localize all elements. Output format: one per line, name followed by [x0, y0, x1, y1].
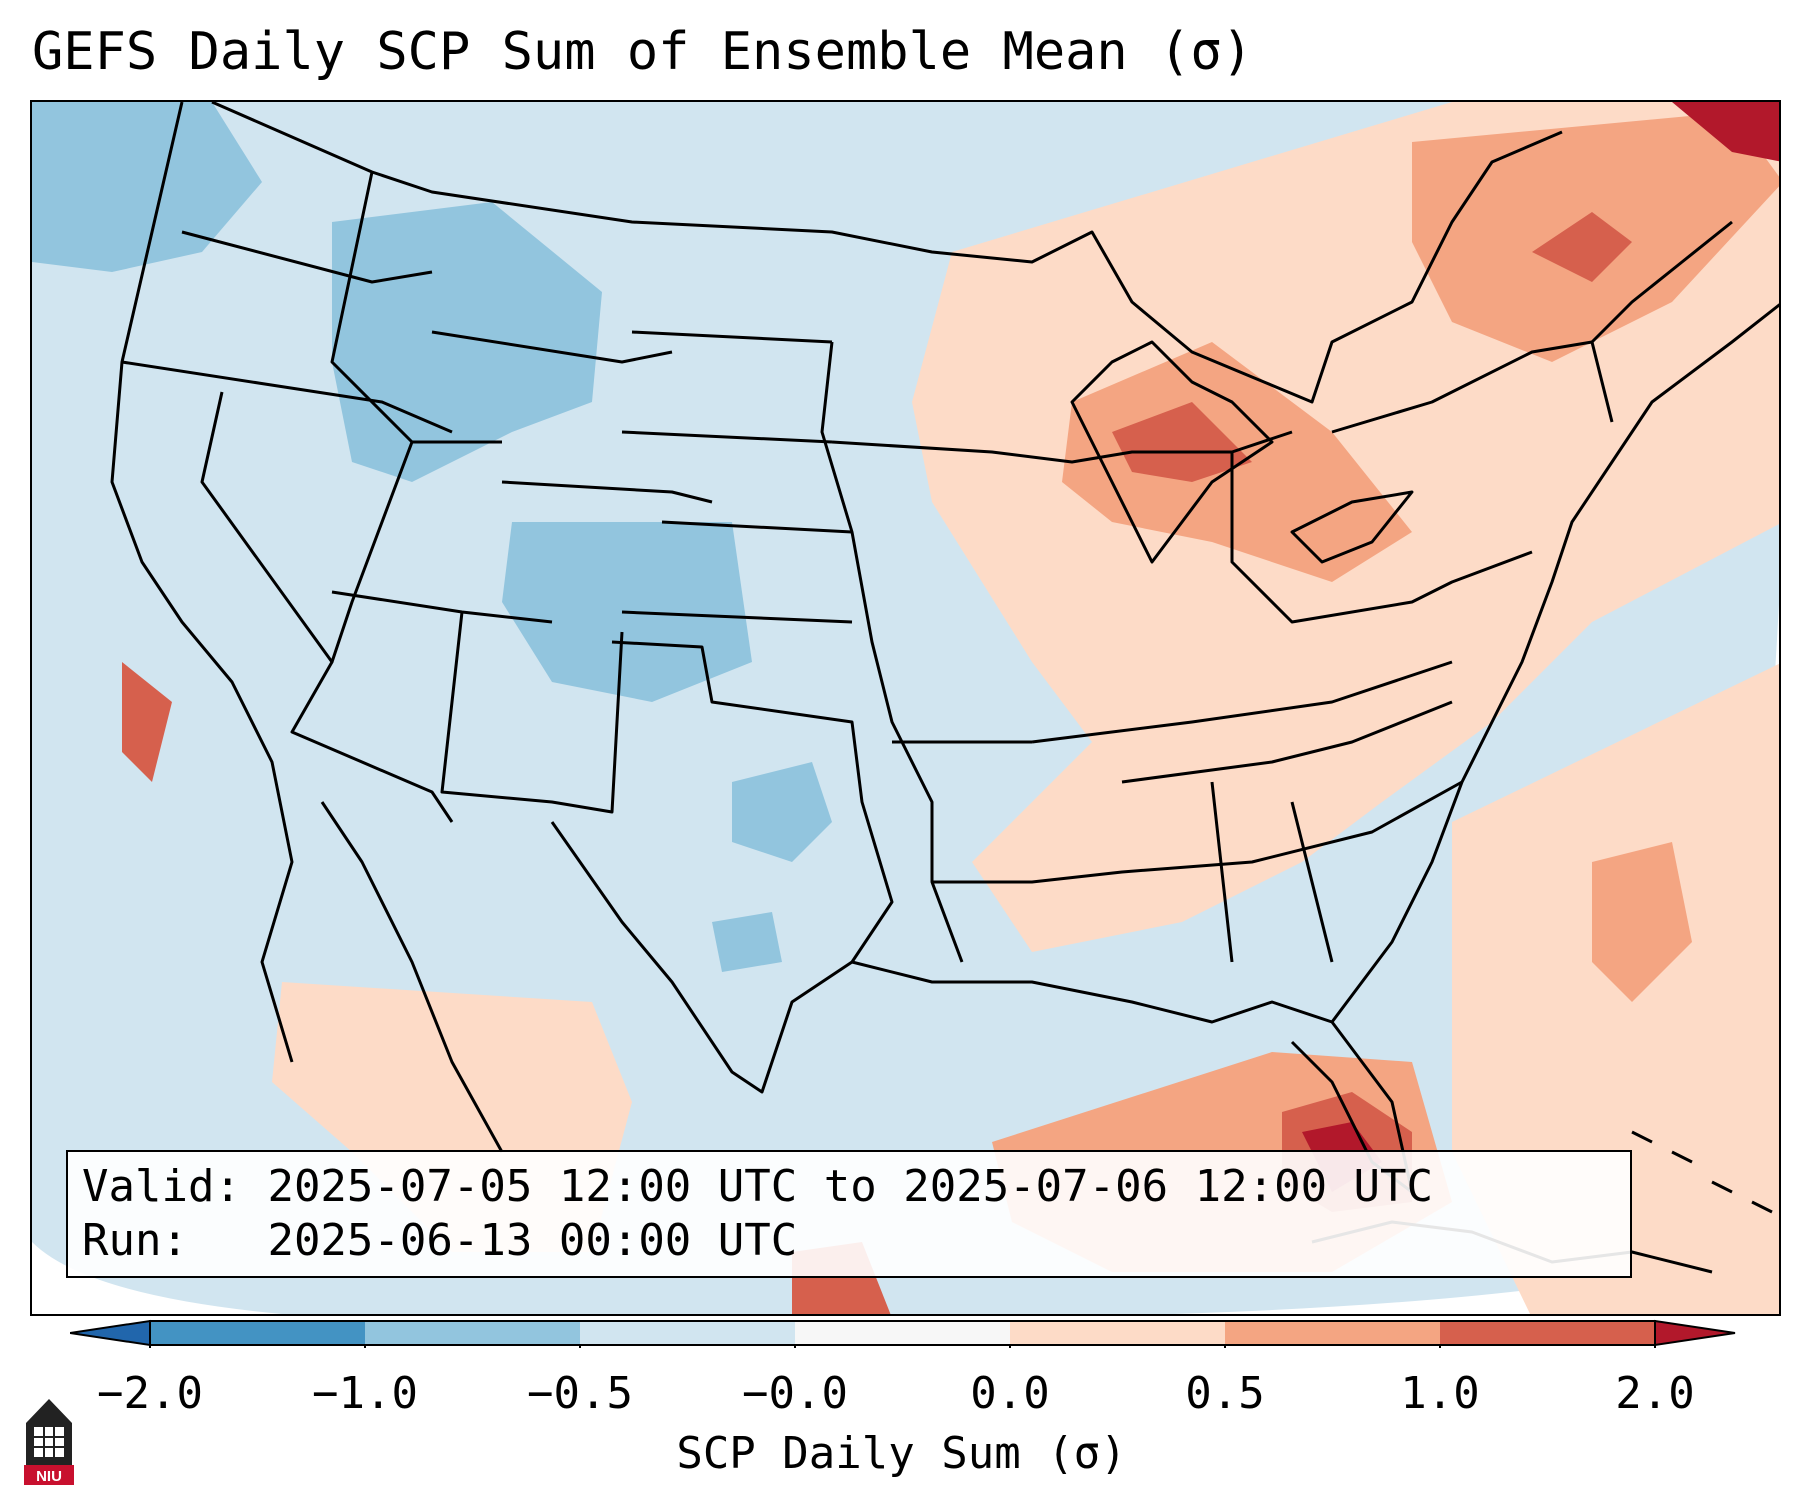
colorbar-tick-label: −1.0: [312, 1368, 418, 1419]
gulf-coast: [851, 960, 1414, 1194]
region-idaho-negative: [332, 202, 602, 482]
washington-oregon: [181, 230, 433, 284]
colorbar-bin-2: [365, 1321, 580, 1345]
southeast-states: [1121, 700, 1453, 963]
east-coast: [1330, 303, 1779, 1023]
gulf-states: [932, 780, 1463, 884]
us-canada-border: [211, 102, 1563, 404]
bahamas: [1631, 1130, 1773, 1214]
midwest-border: [831, 430, 1293, 464]
colorbar: [70, 1319, 1736, 1348]
colorbar-label: SCP Daily Sum (σ): [676, 1428, 1127, 1479]
colorbar-bin-5: [1010, 1321, 1225, 1345]
idaho-border: [330, 171, 502, 444]
colorbar-ticks: [149, 1345, 1656, 1348]
colorbar-tick-label: 2.0: [1615, 1368, 1695, 1419]
new-england: [1590, 220, 1733, 344]
new-mexico: [440, 611, 624, 814]
region-baja-negative: [122, 662, 172, 782]
region-atlantic-moderate: [1592, 842, 1692, 1002]
valid-label: Valid:: [82, 1161, 241, 1212]
dakotas: [621, 330, 833, 444]
mississippi-river: [820, 341, 964, 963]
ohio-pennsylvania: [1230, 452, 1533, 624]
nebraska-kansas: [661, 520, 853, 534]
region-canada-strong: [1672, 102, 1779, 162]
projection-corner-left: [32, 1242, 283, 1314]
colorbar-bin-6: [1225, 1321, 1440, 1345]
new-york: [1331, 340, 1614, 434]
valid-run-info-box: Valid: 2025-07-05 12:00 UTC to 2025-07-0…: [66, 1150, 1632, 1278]
region-greatlakes-strong: [1112, 402, 1252, 482]
arizona-border: [290, 661, 454, 823]
colorbar-tick-label: 0.0: [970, 1368, 1050, 1419]
region-northwest-negative: [32, 102, 262, 272]
run-label: Run:: [82, 1215, 188, 1266]
map-panel: [30, 100, 1781, 1316]
niu-logo-icon: NIU: [24, 1399, 74, 1485]
colorbar-over-arrow: [1654, 1319, 1736, 1347]
colorbar-tick-label: −2.0: [97, 1368, 203, 1419]
tennessee-kentucky: [1031, 660, 1453, 744]
wyoming-colorado: [501, 480, 713, 504]
chart-title: GEFS Daily SCP Sum of Ensemble Mean (σ): [32, 22, 1253, 82]
region-kansas-negative: [732, 762, 832, 862]
region-canada-moderate: [1532, 212, 1632, 282]
colorbar-bin-3: [580, 1321, 795, 1345]
region-texas-negative: [712, 912, 782, 972]
run-value: 2025-06-13 00:00 UTC: [267, 1215, 798, 1266]
colorbar-bin-7: [1440, 1321, 1655, 1345]
colorbar-under-arrow: [70, 1319, 151, 1347]
colorbar-bin-1: [150, 1321, 365, 1345]
colorbar-tick-label: −0.5: [527, 1368, 633, 1419]
lake-erie: [1290, 490, 1414, 564]
state-boundaries: [110, 102, 1779, 1274]
montana-wyoming: [431, 330, 673, 364]
west-coast: [110, 102, 294, 1063]
colorbar-tick-label: 1.0: [1400, 1368, 1480, 1419]
colorbar-outline: [149, 1320, 1656, 1346]
colorbar-tick-label: −0.0: [742, 1368, 848, 1419]
great-lakes-shore: [1070, 340, 1274, 564]
oregon-california: [121, 360, 453, 434]
valid-value: 2025-07-05 12:00 UTC to 2025-07-06 12:00…: [267, 1161, 1434, 1212]
baja-gulf-coast: [320, 801, 504, 1153]
colorbar-tick-label: 0.5: [1185, 1368, 1265, 1419]
colorbar-bin-4: [795, 1321, 1010, 1345]
oklahoma-kansas: [621, 610, 853, 624]
logo-text: NIU: [36, 1468, 62, 1485]
map-svg: [32, 102, 1779, 1314]
